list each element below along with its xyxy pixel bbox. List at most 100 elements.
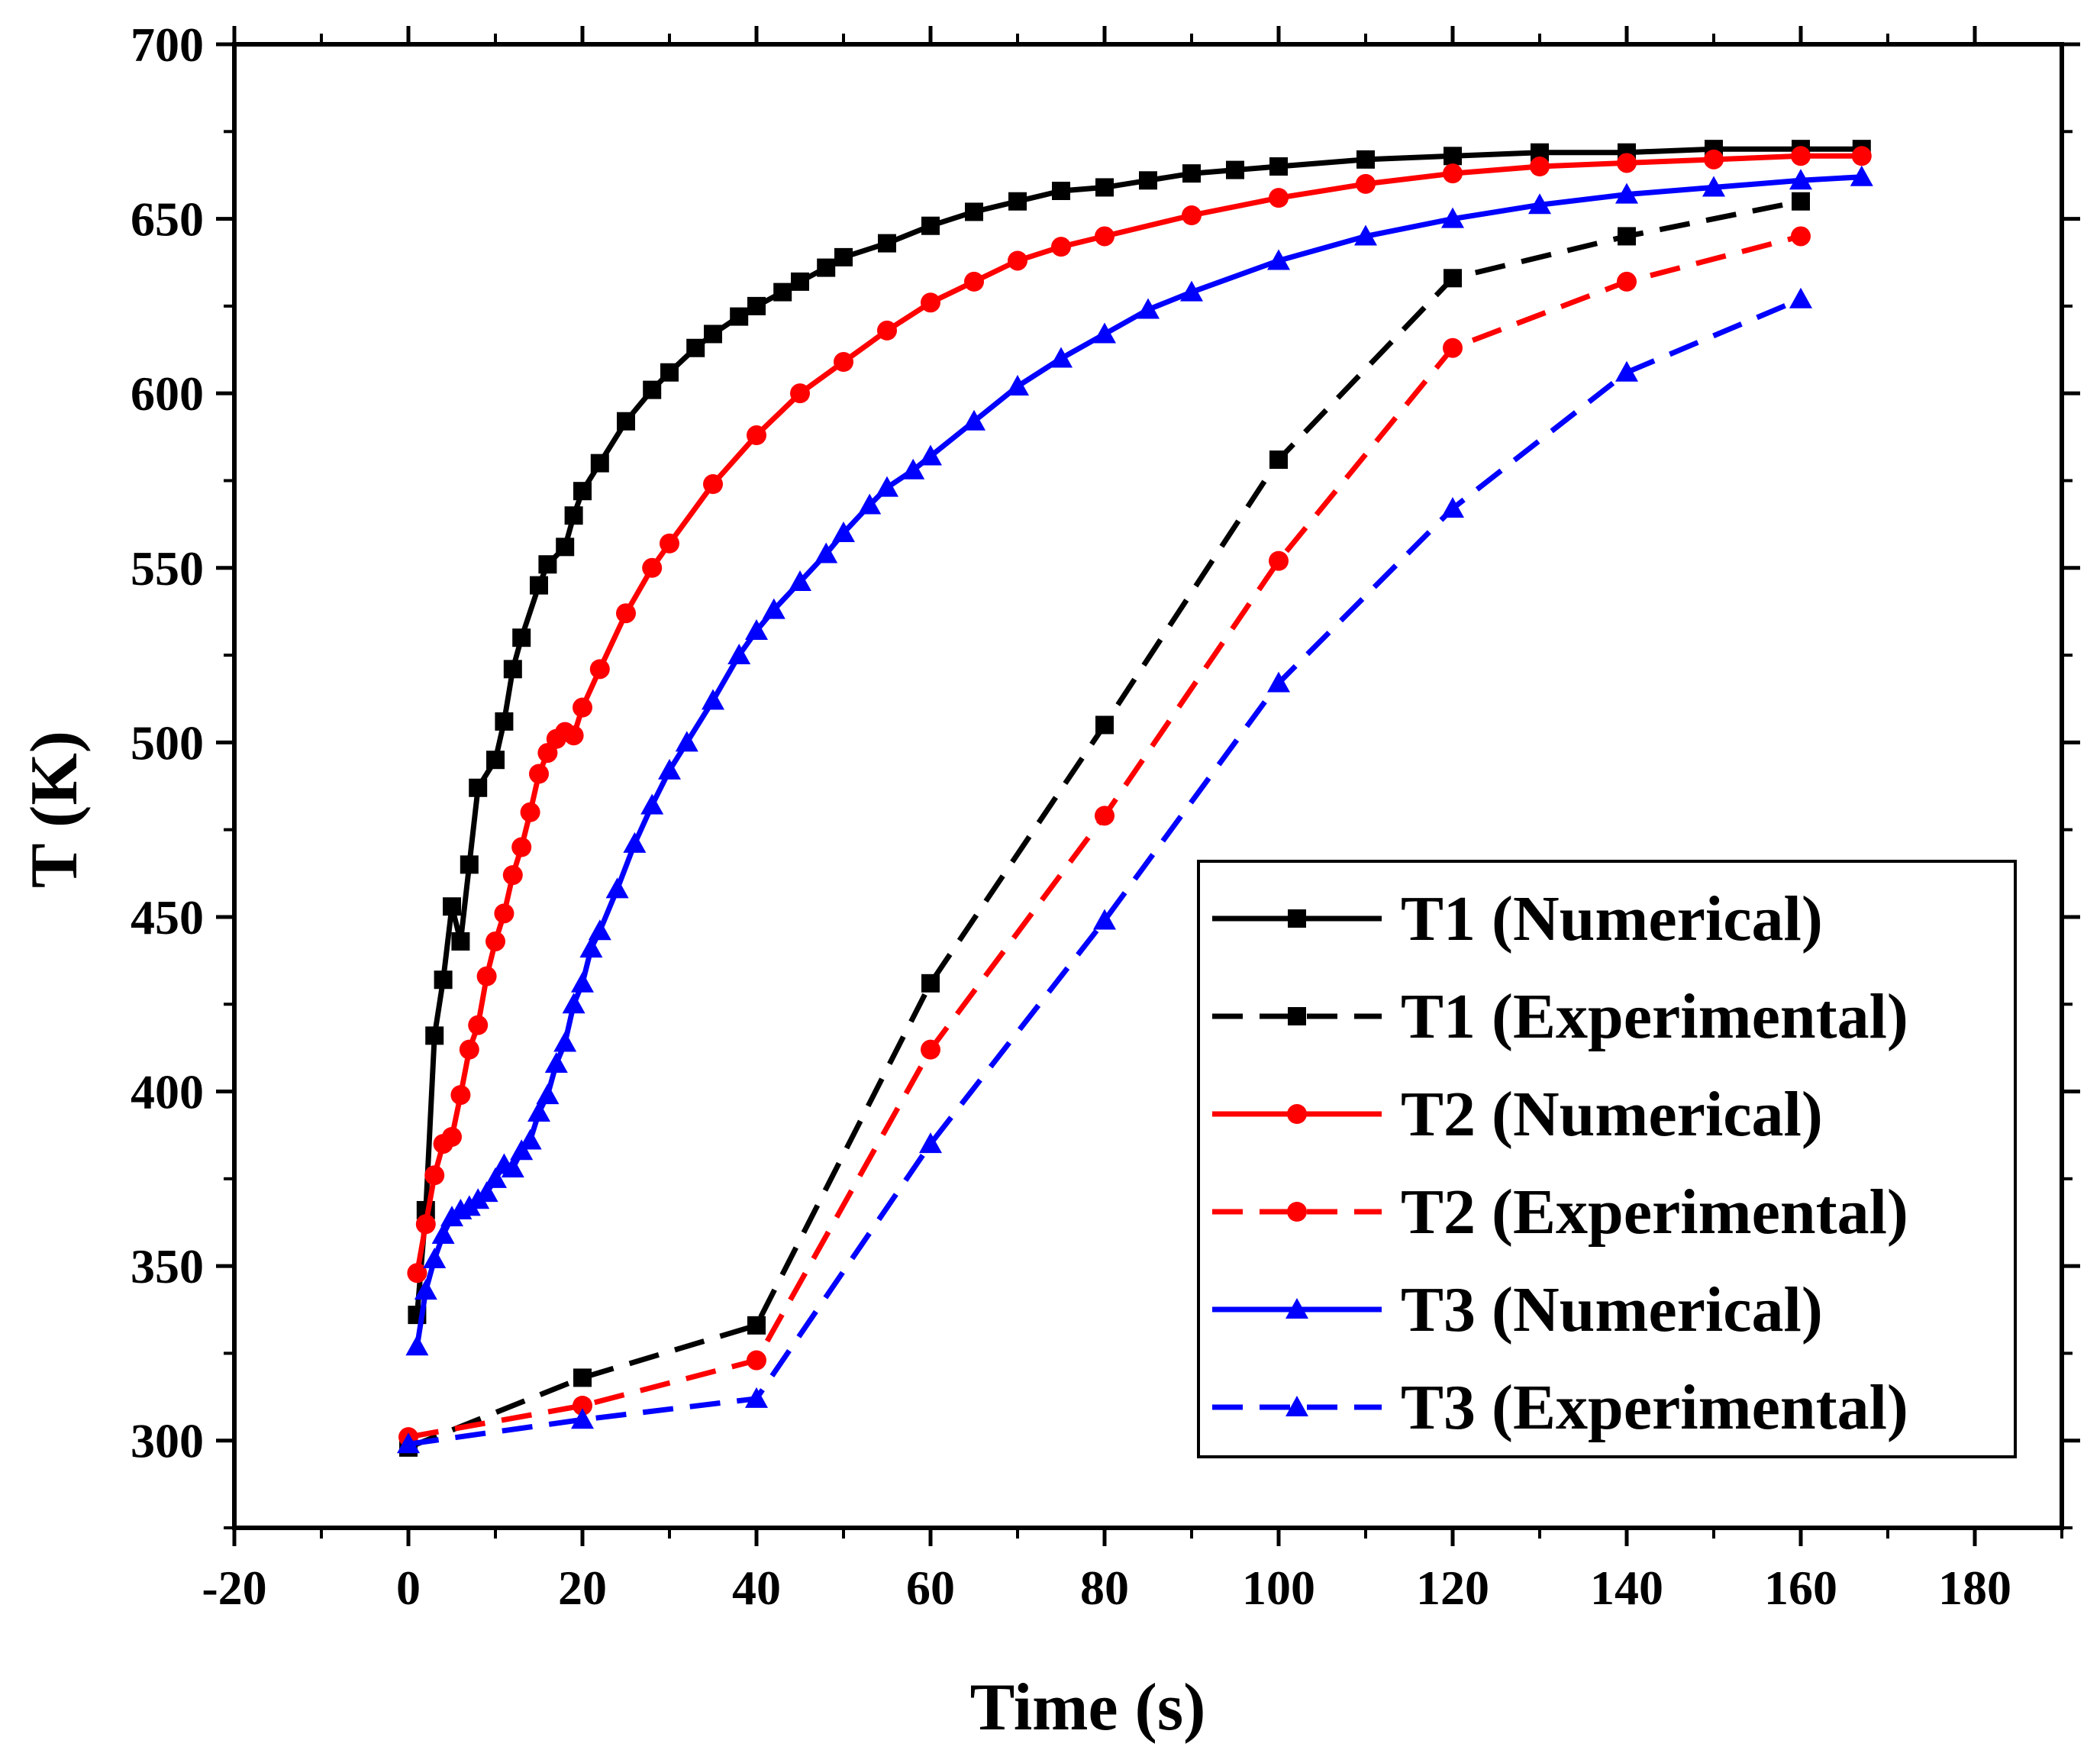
y-tick-label: 400 xyxy=(131,1065,204,1119)
data-point xyxy=(520,802,540,822)
data-point xyxy=(1528,193,1551,215)
data-point xyxy=(702,689,724,710)
data-point xyxy=(562,993,585,1014)
data-point xyxy=(510,1139,534,1161)
y-tick-label: 500 xyxy=(131,715,204,770)
data-point xyxy=(919,1132,942,1154)
data-point xyxy=(1702,176,1725,197)
data-point xyxy=(1008,192,1027,211)
y-tick-label: 700 xyxy=(131,18,204,72)
data-point xyxy=(486,751,505,770)
data-point xyxy=(442,1126,462,1147)
data-point xyxy=(745,619,768,641)
data-point xyxy=(501,1157,524,1178)
legend-item-4: T2 (Experimental) xyxy=(1212,1177,1908,1248)
legend-item-3: T2 (Numerical) xyxy=(1212,1079,1823,1150)
x-tick-label: 0 xyxy=(396,1561,421,1615)
x-tick-label: -20 xyxy=(202,1561,266,1615)
data-point xyxy=(617,412,635,431)
data-point xyxy=(530,576,548,595)
data-point xyxy=(965,202,983,221)
data-point xyxy=(858,493,882,515)
data-point xyxy=(773,283,792,302)
data-point xyxy=(407,1263,427,1284)
data-point xyxy=(921,974,940,993)
data-point xyxy=(1792,192,1810,211)
x-tick-label: 180 xyxy=(1938,1561,2011,1615)
y-tick-label: 300 xyxy=(131,1414,204,1468)
data-point xyxy=(1182,164,1201,183)
x-tick-label: 80 xyxy=(1080,1561,1129,1615)
data-point xyxy=(616,603,636,624)
data-point xyxy=(564,506,583,525)
legend-marker xyxy=(1288,909,1306,928)
legend-marker xyxy=(1288,1007,1306,1025)
data-point xyxy=(834,352,853,373)
data-point xyxy=(434,970,453,990)
data-point xyxy=(1269,551,1289,571)
data-point xyxy=(1269,188,1289,208)
data-point xyxy=(503,660,522,679)
data-point xyxy=(877,320,897,341)
data-point xyxy=(405,1335,429,1356)
data-point xyxy=(790,383,810,404)
data-point xyxy=(414,1279,437,1300)
data-point xyxy=(878,234,896,253)
data-point xyxy=(544,1051,568,1073)
data-point xyxy=(468,1015,489,1035)
data-point xyxy=(397,1432,420,1454)
data-point xyxy=(817,258,836,277)
data-point xyxy=(921,1039,940,1060)
x-tick-label: 140 xyxy=(1590,1561,1663,1615)
y-tick-label: 550 xyxy=(131,541,204,596)
data-point xyxy=(1617,271,1637,292)
data-point xyxy=(902,458,925,479)
data-point xyxy=(573,1395,592,1416)
data-point xyxy=(1789,287,1812,308)
data-point xyxy=(1444,147,1462,166)
x-tick-label: 160 xyxy=(1764,1561,1837,1615)
x-axis-title: Time (s) xyxy=(970,1671,1206,1745)
data-point xyxy=(518,1129,542,1150)
data-point xyxy=(762,598,785,619)
data-point xyxy=(675,731,698,752)
data-point xyxy=(571,971,594,993)
data-point xyxy=(834,247,853,266)
data-point xyxy=(727,644,751,665)
legend-marker xyxy=(1285,1298,1308,1319)
data-point xyxy=(660,533,679,554)
data-point xyxy=(747,296,766,315)
data-point xyxy=(747,1316,766,1335)
data-point xyxy=(963,409,985,431)
series-6 xyxy=(397,287,1812,1454)
legend-marker xyxy=(1287,1104,1307,1124)
data-point xyxy=(494,903,515,924)
series-5 xyxy=(405,165,1873,1356)
data-point xyxy=(1441,207,1464,228)
legend-item-5: T3 (Numerical) xyxy=(1212,1274,1823,1345)
data-point xyxy=(1704,149,1724,170)
data-point xyxy=(919,444,942,466)
data-point xyxy=(686,338,705,357)
x-tick-label: 60 xyxy=(906,1561,955,1615)
legend-label: T2 (Experimental) xyxy=(1401,1177,1908,1248)
axis-layer: -20 0 20 40 60 80 100 120 140 160 180 300 350 400 450 5… xyxy=(131,18,2080,1615)
data-point xyxy=(1267,249,1290,270)
data-point xyxy=(921,216,940,235)
data-point xyxy=(1443,163,1463,184)
data-point xyxy=(529,764,549,784)
data-point xyxy=(1052,182,1070,201)
data-point xyxy=(1791,146,1811,166)
data-point xyxy=(1269,157,1288,176)
data-point xyxy=(789,570,811,592)
data-point xyxy=(1182,205,1202,226)
series-layer xyxy=(397,140,1873,1457)
data-point xyxy=(658,758,681,780)
data-point xyxy=(571,1408,594,1429)
data-point xyxy=(579,937,603,958)
data-point xyxy=(730,307,749,326)
data-point xyxy=(459,1039,479,1060)
data-point xyxy=(1093,909,1116,930)
x-tick-label: 100 xyxy=(1242,1561,1315,1615)
data-point xyxy=(1615,360,1638,382)
